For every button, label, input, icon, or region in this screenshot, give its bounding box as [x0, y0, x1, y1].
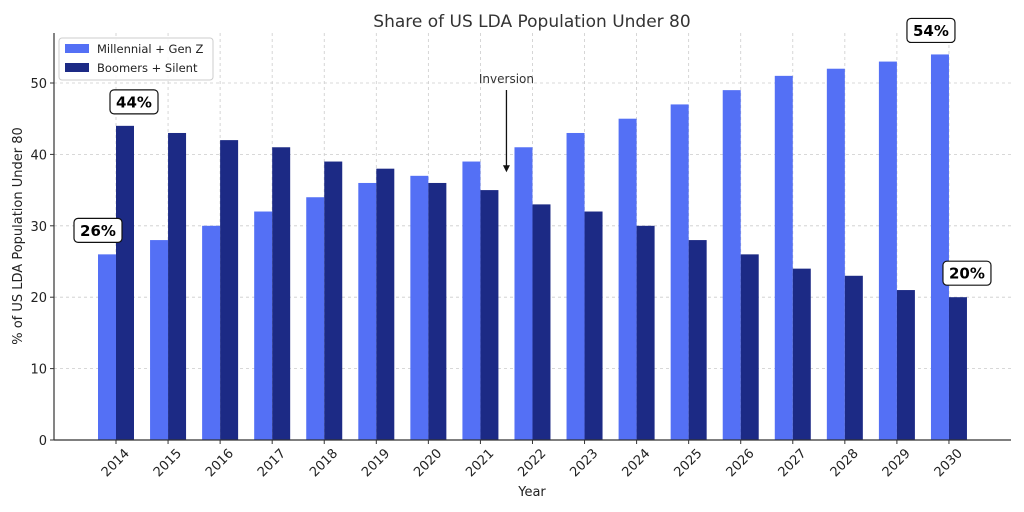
x-tick-label: 2021 [463, 446, 497, 480]
bar-boomers-silent-2024 [636, 225, 655, 440]
bar-boomers-silent-2017 [272, 147, 291, 440]
bar-millennial-gen-z-2018 [306, 197, 325, 440]
x-tick-label: 2024 [619, 446, 653, 480]
callout-text: 44% [116, 93, 152, 111]
callouts: 26% 44% 54% 20% [73, 17, 992, 286]
callout-box [73, 217, 123, 243]
bar-boomers-silent-2025 [688, 240, 707, 440]
callout-box [942, 260, 992, 286]
x-tick-label: 2030 [932, 446, 966, 480]
x-tick-label: 2027 [776, 446, 810, 480]
bar-millennial-gen-z-2021 [462, 161, 481, 441]
bar-boomers-silent-2030 [948, 297, 967, 440]
bar-boomers-silent-2022 [532, 204, 551, 440]
y-tick-label: 30 [30, 220, 47, 235]
bar-boomers-silent-2026 [740, 254, 759, 440]
bar-boomers-silent-2018 [324, 161, 343, 441]
bar-millennial-gen-z-2016 [202, 225, 221, 440]
bar-millennial-gen-z-2029 [878, 61, 897, 440]
x-tick-label: 2022 [515, 446, 549, 480]
callout-54pct: 54% [906, 17, 956, 44]
bar-millennial-gen-z-2027 [774, 75, 793, 441]
bar-millennial-gen-z-2020 [410, 175, 429, 440]
bar-millennial-gen-z-2026 [722, 90, 741, 440]
bar-boomers-silent-2014 [116, 125, 134, 440]
arrow-head-icon [502, 165, 510, 173]
chart-title: Share of US LDA Population Under 80 [373, 12, 690, 32]
bar-millennial-gen-z-2017 [254, 211, 273, 440]
x-tick-label: 2015 [151, 446, 185, 480]
bar-boomers-silent-2029 [896, 290, 915, 440]
callout-text: 54% [913, 22, 949, 40]
bar-boomers-silent-2019 [376, 168, 395, 440]
bar-millennial-gen-z-2028 [826, 68, 845, 440]
legend-swatch-boomers [65, 63, 89, 72]
y-tick-label: 10 [30, 363, 47, 378]
legend-label-millennial: Millennial + Gen Z [97, 42, 203, 56]
bar-millennial-gen-z-2019 [358, 182, 377, 440]
bar-boomers-silent-2020 [428, 182, 447, 440]
callout-26pct: 26% [73, 217, 123, 243]
bar-boomers-silent-2015 [168, 132, 187, 441]
legend: Millennial + Gen Z Boomers + Silent [58, 37, 214, 81]
y-tick-label: 0 [39, 434, 47, 449]
legend-label-boomers: Boomers + Silent [97, 61, 198, 75]
y-tick-label: 20 [30, 291, 47, 306]
y-tick-label: 50 [30, 77, 47, 92]
x-tick-label: 2014 [99, 446, 133, 480]
bar-millennial-gen-z-2024 [618, 118, 637, 440]
x-tick-label: 2029 [880, 446, 914, 480]
y-axis-label: % of US LDA Population Under 80 [11, 127, 26, 345]
bar-millennial-gen-z-2022 [514, 147, 533, 440]
x-tick-label: 2028 [828, 446, 862, 480]
x-tick-label: 2019 [359, 446, 393, 480]
bar-boomers-silent-2027 [792, 268, 811, 440]
legend-box [58, 37, 214, 81]
x-tick-label: 2026 [724, 446, 758, 480]
callout-text: 20% [949, 265, 985, 283]
x-tick-label: 2020 [411, 446, 445, 480]
x-tick-label: 2016 [203, 446, 237, 480]
y-tick-label: 40 [30, 148, 47, 163]
x-tick-label: 2017 [255, 446, 289, 480]
x-tick-label: 2025 [671, 446, 705, 480]
callout-44pct: 44% [109, 89, 159, 115]
annotations: Inversion [479, 72, 534, 173]
bar-millennial-gen-z-2015 [150, 240, 169, 440]
x-tick-label: 2023 [567, 446, 601, 480]
bar-millennial-gen-z-2023 [566, 132, 585, 441]
callout-box [109, 89, 159, 115]
bars [98, 54, 967, 441]
x-tick-label: 2018 [307, 446, 341, 480]
x-ticks: 2014 2015 2016 2017 2018 2019 2020 2021 2022 2023… [99, 440, 966, 480]
bar-boomers-silent-2016 [220, 140, 239, 440]
callout-20pct: 20% [942, 260, 992, 286]
callout-text: 26% [80, 222, 116, 240]
bar-boomers-silent-2028 [844, 275, 863, 440]
bar-millennial-gen-z-2025 [670, 104, 689, 441]
bar-boomers-silent-2023 [584, 211, 603, 440]
bar-millennial-gen-z-2014 [98, 254, 116, 440]
bar-millennial-gen-z-2030 [930, 54, 949, 440]
y-ticks: 0 10 20 30 40 50 [30, 77, 54, 449]
annotation-text: Inversion [479, 72, 534, 86]
x-axis-label: Year [517, 485, 546, 500]
bar-boomers-silent-2021 [480, 190, 499, 440]
legend-swatch-millennial [65, 44, 89, 53]
callout-box [906, 17, 956, 44]
